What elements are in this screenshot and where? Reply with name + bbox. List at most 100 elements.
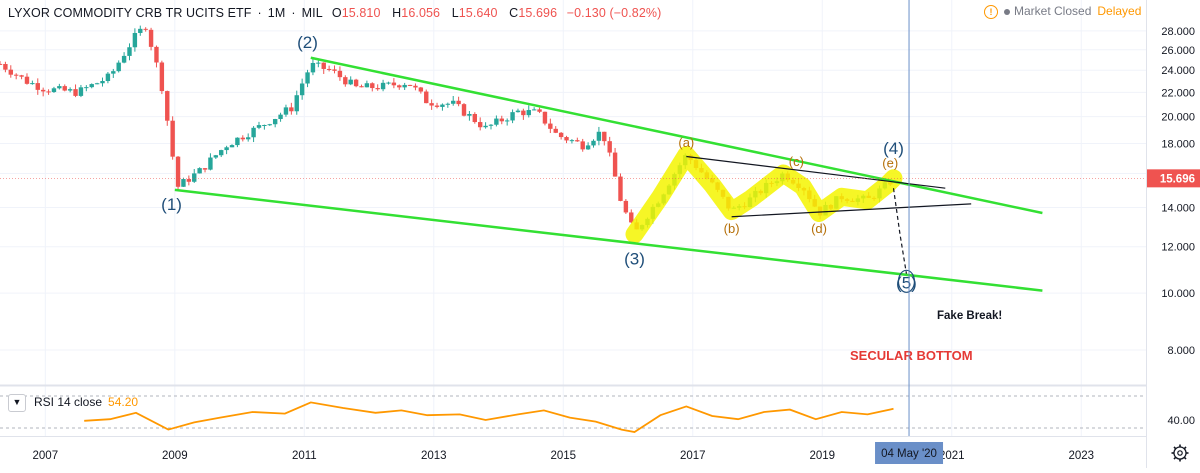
change-value: −0.130 (−0.82%) — [566, 6, 662, 20]
crosshair-date-label: 04 May '20 — [881, 448, 937, 460]
candle-body — [283, 107, 289, 115]
secular-bottom-label: SECULAR BOTTOM — [850, 348, 973, 363]
candle-body — [461, 104, 467, 116]
wedge-lower-line — [174, 188, 1043, 292]
candle-body — [57, 86, 62, 89]
candle-body — [208, 157, 213, 170]
candle-body — [256, 125, 262, 128]
gear-icon — [1177, 450, 1183, 456]
candle-body — [397, 85, 402, 88]
candle-body — [348, 79, 353, 85]
candle-body — [127, 47, 132, 56]
candle-body — [531, 109, 537, 111]
wave-label: (b) — [724, 221, 740, 236]
candle-body — [321, 62, 326, 69]
fake-break-label: Fake Break! — [937, 310, 1002, 322]
time-tick-label: 2021 — [939, 450, 965, 462]
candle-body — [623, 200, 629, 213]
wave-label: (d) — [811, 221, 827, 236]
candle-body — [402, 84, 407, 88]
candle-body — [445, 103, 451, 105]
candle-body — [424, 91, 429, 104]
interval-label[interactable]: 1M — [267, 6, 286, 20]
candle-body — [343, 77, 348, 85]
candle-body — [121, 55, 127, 63]
candle-body — [602, 131, 607, 142]
candle-body — [229, 145, 235, 148]
candle-body — [8, 69, 13, 75]
price-tick-label: 28.000 — [1161, 26, 1195, 38]
triangle-lower-line — [731, 203, 972, 218]
candle-body — [569, 140, 575, 142]
yellow-highlight — [625, 146, 903, 244]
candle-body — [78, 87, 84, 96]
candle-body — [138, 28, 143, 33]
market-status[interactable]: ! Market Closed Delayed — [984, 4, 1141, 19]
time-tick-label: 2011 — [292, 450, 317, 462]
candle-body — [370, 83, 375, 89]
candle-body — [359, 86, 364, 88]
candle-body — [19, 75, 24, 77]
open-value: 15.810 — [341, 6, 381, 20]
low-label: L — [451, 6, 459, 20]
candle-body — [84, 87, 89, 89]
candle-body — [575, 140, 580, 142]
candle-body — [278, 114, 283, 120]
candle-body — [326, 68, 332, 70]
time-tick-label: 2009 — [162, 450, 188, 462]
crosshair-date-tag — [875, 442, 944, 464]
time-tick-label: 2013 — [421, 450, 447, 462]
candle-body — [116, 62, 121, 72]
candle-body — [94, 83, 100, 85]
candle-body — [434, 105, 440, 107]
candle-body — [51, 88, 57, 93]
candle-body — [143, 28, 148, 30]
wave-label: (4) — [883, 139, 904, 158]
candle-body — [111, 71, 116, 74]
candle-body — [67, 89, 73, 91]
candle-body — [105, 73, 111, 82]
wave5-circle — [897, 269, 916, 293]
candle-body — [262, 124, 267, 126]
price-tick-label: 14.000 — [1161, 202, 1195, 214]
price-tick-label: 8.000 — [1167, 345, 1195, 357]
candle-body — [219, 150, 224, 156]
gear-icon — [1183, 446, 1187, 450]
wave-labels: (1) (2) (3) (4) (5) (a) (b) (c) (d) (e) Fake Break… — [161, 33, 1002, 363]
high-value: 16.056 — [401, 6, 441, 20]
candle-body — [30, 83, 35, 85]
warning-icon[interactable]: ! — [984, 4, 998, 19]
candle-body — [175, 156, 181, 187]
candle-body — [580, 141, 585, 150]
candle-body — [612, 152, 618, 177]
candle-body — [35, 83, 40, 90]
candle-body — [364, 83, 370, 88]
rsi-label[interactable]: RSI 14 close — [34, 395, 103, 410]
rsi-pane — [0, 395, 1146, 433]
candle-body — [585, 145, 591, 150]
last-price-label: 15.696 — [1160, 173, 1195, 185]
candle-body — [521, 110, 526, 116]
candle-body — [170, 120, 175, 157]
wave-label: (3) — [624, 249, 645, 268]
candle-body — [607, 141, 612, 153]
wave-label: (2) — [297, 33, 318, 52]
chevron-down-icon[interactable]: ▼ — [8, 394, 26, 412]
exchange-label: MIL — [301, 6, 323, 20]
candle-body — [477, 122, 483, 128]
open-label: O — [331, 6, 342, 20]
low-value: 15.640 — [458, 6, 498, 20]
time-tick-label: 2017 — [680, 450, 706, 462]
candle-body — [429, 103, 434, 106]
price-tick-label: 22.000 — [1161, 87, 1195, 99]
candle-body — [494, 118, 499, 125]
candle-body — [186, 179, 192, 182]
symbol-title[interactable]: LYXOR COMMODITY CRB TR UCITS ETF — [8, 6, 252, 20]
candle-body — [451, 100, 456, 104]
candle-body — [3, 63, 8, 70]
candle-body — [472, 114, 478, 123]
candle-body — [564, 137, 569, 141]
gear-icon[interactable] — [1171, 444, 1189, 462]
